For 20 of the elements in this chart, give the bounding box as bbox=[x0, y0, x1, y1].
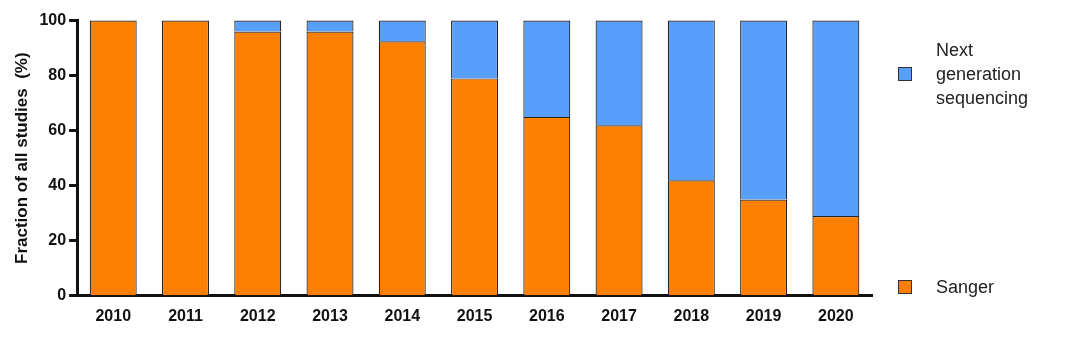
x-tick-label: 2013 bbox=[312, 306, 348, 324]
y-tick-label: 0 bbox=[57, 286, 67, 304]
y-tick-label: 20 bbox=[48, 231, 67, 249]
x-tick-label: 2020 bbox=[818, 306, 854, 324]
x-tick-label: 2011 bbox=[168, 306, 203, 324]
legend-label: Next generation sequencing bbox=[936, 39, 1030, 110]
y-tick-label: 40 bbox=[48, 176, 67, 194]
x-tick-label: 2018 bbox=[673, 306, 710, 324]
y-axis-title: Fraction of all studies (%) bbox=[11, 52, 31, 264]
x-tick-label: 2012 bbox=[239, 306, 276, 324]
x-tick-label: 2010 bbox=[95, 306, 132, 324]
text: Sanger bbox=[936, 276, 996, 299]
x-tick-label: 2015 bbox=[456, 306, 493, 324]
x-tick-label: 2019 bbox=[745, 306, 782, 324]
x-tick-label: 2017 bbox=[601, 306, 637, 324]
y-tick-label: 100 bbox=[39, 11, 67, 29]
y-tick-label: 60 bbox=[48, 121, 67, 139]
y-tick-label: 80 bbox=[48, 66, 67, 84]
x-tick-label: 2016 bbox=[529, 306, 565, 324]
x-tick-label: 2014 bbox=[384, 306, 421, 324]
